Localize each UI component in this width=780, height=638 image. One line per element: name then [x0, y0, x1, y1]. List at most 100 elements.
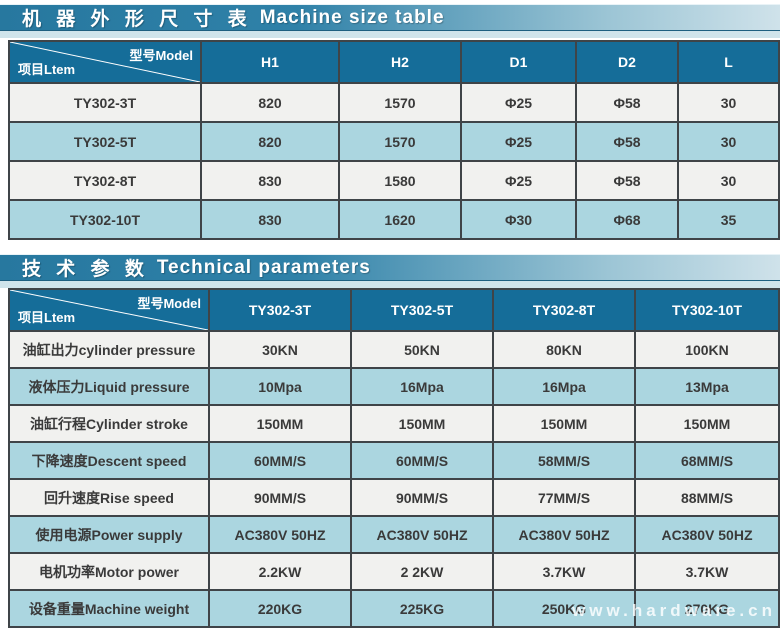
- tech-table-corner-cell: 型号Model 项目Ltem: [8, 288, 210, 332]
- column-header-ty302-8t: TY302-8T: [492, 288, 636, 332]
- column-header-h2: H2: [338, 40, 462, 84]
- value-cell: AC380V 50HZ: [208, 515, 352, 554]
- value-cell: 1620: [338, 199, 462, 240]
- table-row: TY302-10T 830 1620 Φ30 Φ68 35: [8, 199, 780, 240]
- value-cell: 58MM/S: [492, 441, 636, 480]
- value-cell: 68MM/S: [634, 441, 780, 480]
- tech-table-header-row: 型号Model 项目Ltem TY302-3T TY302-5T TY302-8…: [8, 288, 780, 332]
- value-cell: 830: [200, 160, 340, 201]
- size-table-corner-cell: 型号Model 项目Ltem: [8, 40, 202, 84]
- value-cell: Φ25: [460, 121, 577, 162]
- value-cell: 35: [677, 199, 780, 240]
- value-cell: 50KN: [350, 330, 494, 369]
- value-cell: 2.2KW: [208, 552, 352, 591]
- size-table-title-bar: 机 器 外 形 尺 寸 表 Machine size table: [0, 4, 780, 31]
- parameter-label-cell: 下降速度Descent speed: [8, 441, 210, 480]
- column-header-h1: H1: [200, 40, 340, 84]
- column-header-ty302-3t: TY302-3T: [208, 288, 352, 332]
- value-cell: 2 2KW: [350, 552, 494, 591]
- value-cell: 820: [200, 82, 340, 123]
- value-cell: Φ58: [575, 121, 679, 162]
- value-cell: Φ25: [460, 82, 577, 123]
- diagonal-divider-line: [10, 42, 200, 82]
- parameter-label-cell: 油缸行程Cylinder stroke: [8, 404, 210, 443]
- size-table-title-block: 机 器 外 形 尺 寸 表 Machine size table: [0, 4, 780, 38]
- model-name-cell: TY302-5T: [8, 121, 202, 162]
- value-cell: 1580: [338, 160, 462, 201]
- value-cell: 1570: [338, 82, 462, 123]
- table-row: 下降速度Descent speed 60MM/S 60MM/S 58MM/S 6…: [8, 441, 780, 480]
- value-cell: AC380V 50HZ: [492, 515, 636, 554]
- size-table-title-strip: [0, 31, 780, 38]
- value-cell: Φ30: [460, 199, 577, 240]
- value-cell: 30KN: [208, 330, 352, 369]
- value-cell: 30: [677, 160, 780, 201]
- value-cell: Φ58: [575, 82, 679, 123]
- size-table-header-row: 型号Model 项目Ltem H1 H2 D1 D2 L: [8, 40, 780, 84]
- column-header-ty302-10t: TY302-10T: [634, 288, 780, 332]
- diagonal-divider-line: [10, 290, 208, 330]
- parameter-label-cell: 使用电源Power supply: [8, 515, 210, 554]
- value-cell: Φ58: [575, 160, 679, 201]
- table-row: 油缸出力cylinder pressure 30KN 50KN 80KN 100…: [8, 330, 780, 369]
- technical-parameters-table: 型号Model 项目Ltem TY302-3T TY302-5T TY302-8…: [8, 288, 780, 628]
- value-cell: Φ25: [460, 160, 577, 201]
- section-gap: [0, 240, 780, 250]
- parameter-label-cell: 液体压力Liquid pressure: [8, 367, 210, 406]
- corner-model-label: 型号Model: [129, 48, 193, 63]
- parameter-label-cell: 电机功率Motor power: [8, 552, 210, 591]
- value-cell: 13Mpa: [634, 367, 780, 406]
- value-cell: 77MM/S: [492, 478, 636, 517]
- value-cell: 3.7KW: [634, 552, 780, 591]
- table-row: 液体压力Liquid pressure 10Mpa 16Mpa 16Mpa 13…: [8, 367, 780, 406]
- value-cell: 90MM/S: [350, 478, 494, 517]
- value-cell: 88MM/S: [634, 478, 780, 517]
- value-cell: 30: [677, 121, 780, 162]
- table-row: TY302-3T 820 1570 Φ25 Φ58 30: [8, 82, 780, 123]
- table-row: 使用电源Power supply AC380V 50HZ AC380V 50HZ…: [8, 515, 780, 554]
- value-cell: 830: [200, 199, 340, 240]
- tech-table-title-zh: 技 术 参 数: [22, 259, 149, 280]
- table-row: TY302-8T 830 1580 Φ25 Φ58 30: [8, 160, 780, 201]
- value-cell: 225KG: [350, 589, 494, 628]
- value-cell: 250KG: [492, 589, 636, 628]
- value-cell: 150MM: [492, 404, 636, 443]
- value-cell: 1570: [338, 121, 462, 162]
- tech-table-title-en: Technical parameters: [156, 256, 371, 278]
- parameter-label-cell: 回升速度Rise speed: [8, 478, 210, 517]
- value-cell: 80KN: [492, 330, 636, 369]
- value-cell: AC380V 50HZ: [634, 515, 780, 554]
- model-name-cell: TY302-8T: [8, 160, 202, 201]
- table-row: 油缸行程Cylinder stroke 150MM 150MM 150MM 15…: [8, 404, 780, 443]
- value-cell: 60MM/S: [350, 441, 494, 480]
- value-cell: 90MM/S: [208, 478, 352, 517]
- corner-item-label: 项目Ltem: [18, 310, 76, 325]
- size-table-title-en: Machine size table: [259, 6, 445, 28]
- tech-table-title-strip: [0, 281, 780, 288]
- value-cell: 16Mpa: [492, 367, 636, 406]
- value-cell: 60MM/S: [208, 441, 352, 480]
- value-cell: 10Mpa: [208, 367, 352, 406]
- machine-size-table: 型号Model 项目Ltem H1 H2 D1 D2 L TY302-3T 82…: [8, 40, 780, 240]
- value-cell: 150MM: [350, 404, 494, 443]
- table-row: 设备重量Machine weight 220KG 225KG 250KG 270…: [8, 589, 780, 628]
- table-row: 回升速度Rise speed 90MM/S 90MM/S 77MM/S 88MM…: [8, 478, 780, 517]
- table-row: 电机功率Motor power 2.2KW 2 2KW 3.7KW 3.7KW: [8, 552, 780, 591]
- value-cell: 220KG: [208, 589, 352, 628]
- value-cell: 16Mpa: [350, 367, 494, 406]
- corner-model-label: 型号Model: [137, 296, 201, 311]
- value-cell: 30: [677, 82, 780, 123]
- value-cell: 3.7KW: [492, 552, 636, 591]
- value-cell: AC380V 50HZ: [350, 515, 494, 554]
- size-table-title-zh: 机 器 外 形 尺 寸 表: [22, 9, 252, 30]
- value-cell: 270KG: [634, 589, 780, 628]
- column-header-d1: D1: [460, 40, 577, 84]
- model-name-cell: TY302-3T: [8, 82, 202, 123]
- column-header-d2: D2: [575, 40, 679, 84]
- parameter-label-cell: 设备重量Machine weight: [8, 589, 210, 628]
- parameter-label-cell: 油缸出力cylinder pressure: [8, 330, 210, 369]
- table-row: TY302-5T 820 1570 Φ25 Φ58 30: [8, 121, 780, 162]
- value-cell: Φ68: [575, 199, 679, 240]
- tech-table-title-block: 技 术 参 数 Technical parameters: [0, 254, 780, 288]
